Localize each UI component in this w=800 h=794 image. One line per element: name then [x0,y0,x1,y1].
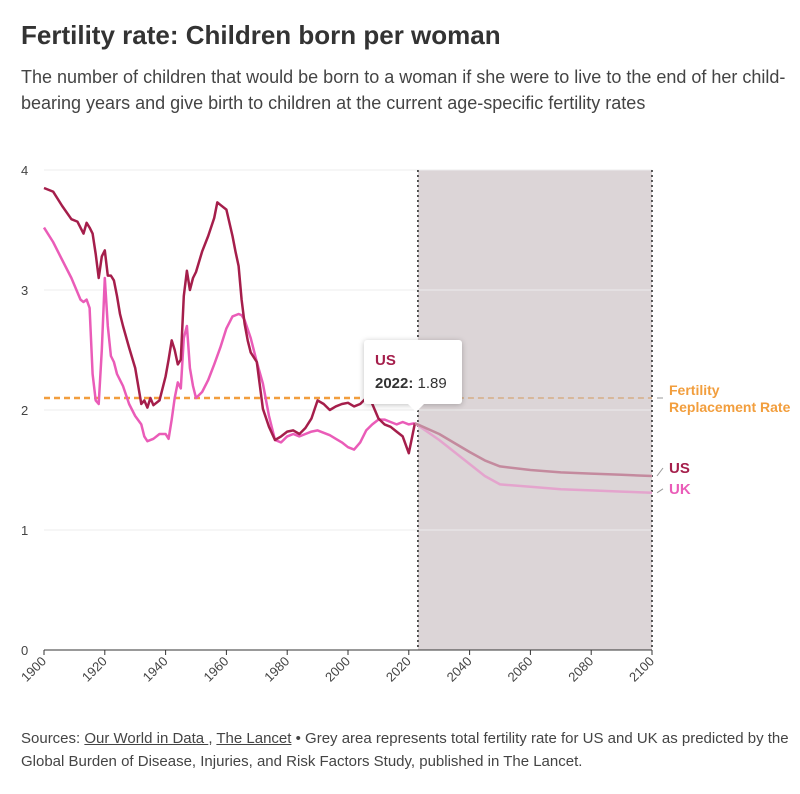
end-label-uk: UK [669,481,691,498]
tooltip-series: US [375,352,396,369]
sources-note: • Grey area represents total fertility r… [21,730,789,770]
series-line-us [43,186,417,455]
tooltip-value: 1.89 [417,375,447,392]
projection-line-uk [414,422,653,495]
end-label-connector [656,488,664,494]
series-line-uk [42,226,416,451]
x-tick-label: 2000 [322,654,353,685]
footer-sources: Sources: Our World in Data , The Lancet … [21,727,791,773]
sources-comma: , [208,730,217,747]
end-label-connector [656,467,664,477]
tooltip-year: 2022: [375,375,414,392]
x-tick-label: 2080 [565,654,596,685]
end-label-us: US [669,460,690,477]
projection-line-us [414,422,653,478]
chart-title: Fertility rate: Children born per woman [21,20,501,50]
y-tick-label: 3 [21,283,28,298]
x-tick-label: 2100 [626,654,657,685]
sources-prefix: Sources: [21,730,85,747]
source-link-lancet[interactable]: The Lancet [216,730,292,747]
source-link-owid[interactable]: Our World in Data [84,730,209,747]
y-tick-label: 4 [21,163,28,178]
x-tick-label: 1920 [79,654,110,685]
x-tick-label: 1940 [140,654,171,685]
tooltip: US 2022: 1.89 [364,340,462,412]
x-tick-label: 2040 [444,654,475,685]
ref-label-line1: Fertility [669,382,720,398]
y-tick-label: 0 [21,643,28,658]
y-tick-label: 1 [21,523,28,538]
x-tick-label: 2060 [504,654,535,685]
y-tick-label: 2 [21,403,28,418]
x-tick-label: 2020 [383,654,414,685]
ref-label-line2: Replacement Rate [669,399,791,415]
x-tick-label: 1960 [200,654,231,685]
x-tick-label: 1980 [261,654,292,685]
chart-subtitle: The number of children that would be bor… [21,67,786,113]
x-tick-label: 1900 [18,654,49,685]
